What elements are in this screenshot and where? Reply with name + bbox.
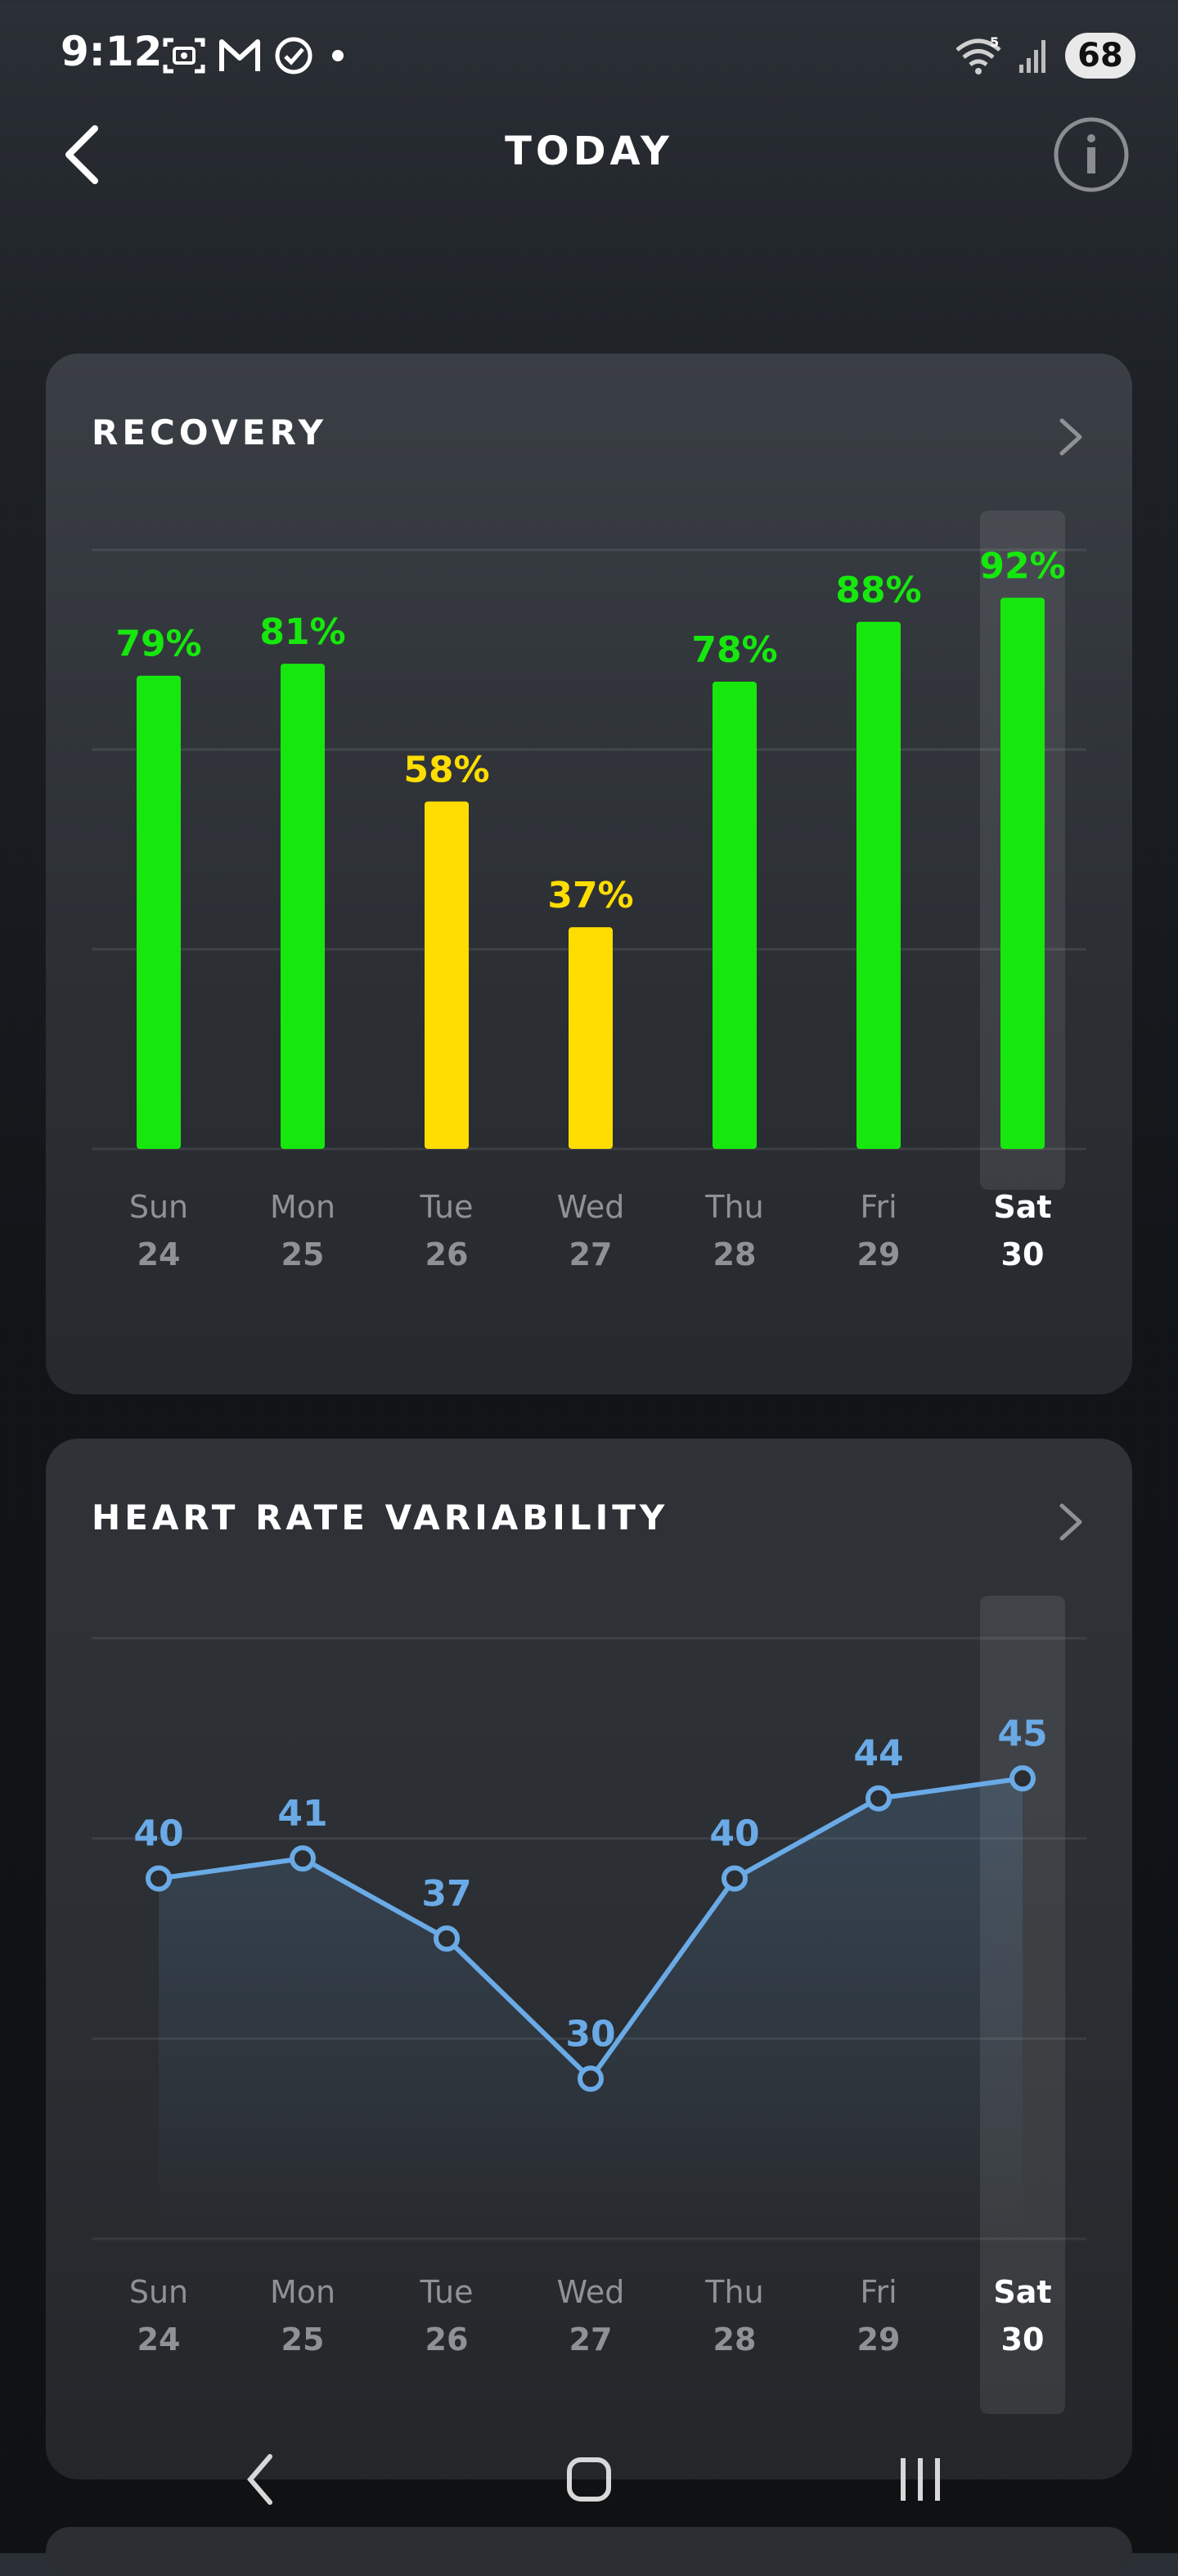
recovery-bar [137, 675, 181, 1149]
chevron-left-icon [65, 125, 98, 184]
recovery-day-label: Sun [129, 1189, 188, 1225]
app-header: TODAY [0, 110, 1178, 200]
page-title: TODAY [505, 128, 673, 174]
info-icon [1054, 117, 1129, 192]
hrv-area [159, 1778, 1023, 2239]
hrv-date-label: 26 [425, 2322, 469, 2358]
hrv-date-label: 27 [569, 2322, 613, 2358]
hrv-date-label: 25 [281, 2322, 325, 2358]
navigation-bar [0, 2447, 1178, 2512]
hrv-value-label: 45 [997, 1713, 1047, 1754]
recovery-value-label: 92% [979, 546, 1065, 588]
check-circle-icon [275, 37, 312, 74]
recovery-value-label: 79% [115, 624, 201, 665]
hrv-date-label: 24 [137, 2322, 181, 2358]
recovery-day-label: Tue [420, 1189, 474, 1225]
wifi-band-label: 5 [990, 35, 999, 50]
hrv-date-label: 29 [857, 2322, 901, 2358]
recovery-bar [713, 682, 757, 1149]
recovery-day-label: Mon [270, 1189, 335, 1225]
recovery-value-label: 88% [835, 570, 921, 611]
gmail-icon [219, 39, 260, 71]
hrv-point [146, 1865, 172, 1892]
recovery-day-label: Thu [704, 1189, 763, 1225]
hrv-day-label: Thu [704, 2274, 763, 2310]
recovery-day-label: Fri [860, 1189, 897, 1225]
recovery-day-label: Sat [993, 1189, 1051, 1225]
hrv-point [866, 1785, 892, 1812]
back-button[interactable] [54, 122, 119, 187]
hrv-day-label: Wed [557, 2274, 625, 2310]
recovery-card[interactable]: RECOVERY 79% 81% 58% 37% 78% 88% 92% Sun 24 Mon 25… [46, 354, 1132, 1394]
info-button[interactable] [1052, 115, 1131, 194]
hrv-value-label: 40 [133, 1813, 183, 1855]
screenshot-icon [163, 38, 205, 74]
hrv-day-label: Mon [270, 2274, 335, 2310]
recovery-bar [281, 664, 325, 1149]
hrv-date-label: 30 [1001, 2322, 1045, 2358]
recovery-value-label: 37% [547, 875, 633, 916]
nav-recents-button[interactable] [879, 2447, 961, 2512]
hrv-day-label: Sat [993, 2274, 1051, 2310]
recovery-value-label: 58% [403, 749, 489, 790]
nav-home-button[interactable] [548, 2447, 630, 2512]
hrv-value-label: 37 [421, 1873, 471, 1915]
status-icons-right: 5 68 [954, 29, 1135, 82]
recovery-bar [1000, 597, 1045, 1149]
chevron-right-icon[interactable] [1050, 1497, 1091, 1547]
hrv-title: HEART RATE VARIABILITY [92, 1497, 669, 1538]
next-card[interactable] [46, 2527, 1132, 2576]
dot-icon [332, 50, 344, 61]
recovery-value-label: 81% [259, 611, 345, 653]
nav-home-icon [567, 2457, 611, 2502]
hrv-point [578, 2065, 604, 2092]
nav-back-icon [247, 2454, 272, 2505]
wifi-icon: 5 [955, 35, 1001, 74]
hrv-point [290, 1845, 316, 1872]
recovery-date-label: 27 [569, 1236, 613, 1272]
recovery-date-label: 30 [1001, 1236, 1045, 1272]
recovery-bar [857, 621, 901, 1149]
hrv-chart: 40 41 37 30 40 44 45 Sun 24 Mon 25 Tue 26 Wed 27 Thu 28 F… [92, 1596, 1086, 2414]
nav-recents-icon [901, 2458, 940, 2501]
recovery-date-label: 29 [857, 1236, 901, 1272]
status-time: 9:12 [61, 28, 163, 75]
recovery-date-label: 24 [137, 1236, 181, 1272]
recovery-bar [569, 927, 613, 1149]
hrv-point [1009, 1765, 1036, 1792]
hrv-day-label: Sun [129, 2274, 188, 2310]
chevron-right-icon[interactable] [1050, 412, 1091, 462]
battery-indicator: 68 [1065, 33, 1135, 79]
recovery-bar [425, 801, 469, 1149]
nav-back-button[interactable] [221, 2447, 303, 2512]
recovery-date-label: 25 [281, 1236, 325, 1272]
hrv-point [434, 1925, 460, 1952]
signal-icon [1019, 40, 1045, 73]
recovery-date-label: 28 [713, 1236, 757, 1272]
status-icons-left [162, 33, 350, 79]
status-bar: 9:12 5 68 [0, 0, 1178, 110]
recovery-chart: 79% 81% 58% 37% 78% 88% 92% Sun 24 Mon 25 Tue 26 Wed 2… [92, 511, 1086, 1272]
hrv-value-label: 30 [565, 2013, 615, 2055]
recovery-value-label: 78% [691, 629, 777, 671]
recovery-date-label: 26 [425, 1236, 469, 1272]
hrv-value-label: 40 [709, 1813, 759, 1855]
hrv-value-label: 41 [277, 1793, 327, 1835]
recovery-day-label: Wed [557, 1189, 625, 1225]
hrv-date-label: 28 [713, 2322, 757, 2358]
hrv-point [722, 1865, 748, 1892]
hrv-card[interactable]: HEART RATE VARIABILITY 40 41 37 30 40 44 45 Sun… [46, 1439, 1132, 2479]
recovery-title: RECOVERY [92, 412, 328, 453]
hrv-day-label: Fri [860, 2274, 897, 2310]
hrv-day-label: Tue [420, 2274, 474, 2310]
hrv-value-label: 44 [853, 1733, 903, 1775]
